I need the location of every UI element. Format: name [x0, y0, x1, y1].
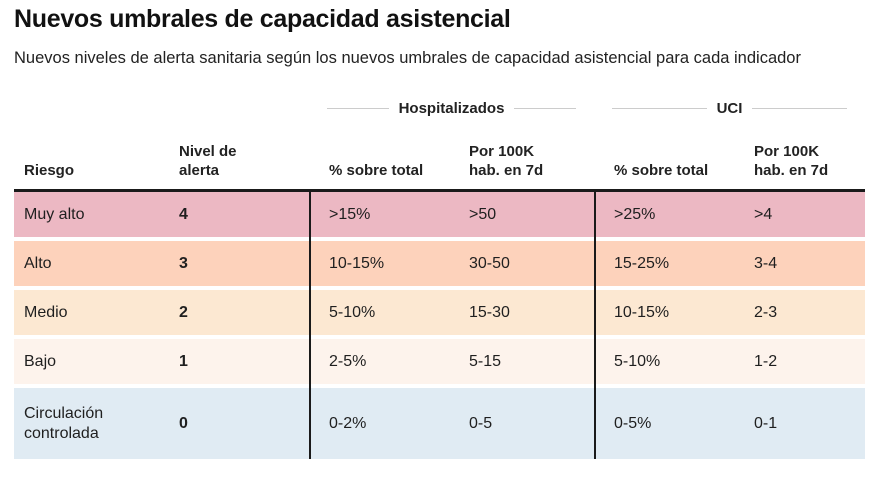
alert-thresholds-table: Hospitalizados UCI Riesgo Nivel de alert… — [14, 98, 865, 460]
cell-uci-100k: 2-3 — [754, 304, 778, 322]
group-rule-left — [612, 108, 707, 110]
cell-hosp-pct: 2-5% — [329, 353, 367, 371]
table-row-bajo: Bajo 1 2-5% 5-15 5-10% 1-2 — [14, 339, 865, 385]
group-rule-right — [514, 108, 577, 110]
group-header-uci: UCI — [594, 98, 865, 119]
group-header-hospitalizados: Hospitalizados — [309, 98, 594, 119]
cell-riesgo: Bajo — [24, 353, 57, 371]
column-header-row: Riesgo Nivel de alerta % sobre total Por… — [14, 132, 865, 189]
cell-hosp-pct: 0-2% — [329, 415, 367, 433]
group-label-uci: UCI — [716, 100, 743, 118]
cell-hosp-pct: 5-10% — [329, 304, 376, 322]
table-row-medio: Medio 2 5-10% 15-30 10-15% 2-3 — [14, 290, 865, 336]
group-label-hospitalizados: Hospitalizados — [398, 100, 505, 118]
cell-uci-pct: 0-5% — [614, 415, 652, 433]
cell-riesgo: Muy alto — [24, 206, 85, 224]
table-row-circulacion-controlada: Circulación controlada 0 0-2% 0-5 0-5% 0… — [14, 388, 865, 460]
table-row-alto: Alto 3 10-15% 30-50 15-25% 3-4 — [14, 241, 865, 287]
cell-hosp-100k: >50 — [469, 206, 497, 224]
group-rule-right — [752, 108, 847, 110]
cell-uci-pct: >25% — [614, 206, 656, 224]
cell-uci-pct: 10-15% — [614, 304, 670, 322]
cell-hosp-100k: 5-15 — [469, 353, 502, 371]
cell-riesgo: Medio — [24, 304, 68, 322]
cell-hosp-pct: 10-15% — [329, 255, 385, 273]
column-header-nivel-de-alerta: Nivel de alerta — [179, 142, 237, 179]
group-header-row: Hospitalizados UCI — [14, 98, 865, 119]
cell-uci-pct: 15-25% — [614, 255, 670, 273]
column-header-hosp-por-100k: Por 100K hab. en 7d — [469, 142, 544, 179]
cell-hosp-100k: 15-30 — [469, 304, 510, 322]
column-header-uci-pct-sobre-total: % sobre total — [614, 161, 709, 179]
column-divider-uci — [594, 192, 596, 460]
column-divider-hospitalizados — [309, 192, 311, 460]
cell-riesgo: Circulación controlada — [24, 405, 104, 442]
cell-uci-pct: 5-10% — [614, 353, 661, 371]
cell-hosp-100k: 30-50 — [469, 255, 510, 273]
cell-nivel-alerta: 2 — [179, 304, 188, 322]
cell-uci-100k: >4 — [754, 206, 773, 224]
group-rule-left — [327, 108, 389, 110]
column-header-hosp-pct-sobre-total: % sobre total — [329, 161, 424, 179]
cell-nivel-alerta: 3 — [179, 255, 188, 273]
cell-hosp-pct: >15% — [329, 206, 371, 224]
cell-uci-100k: 3-4 — [754, 255, 778, 273]
page-title: Nuevos umbrales de capacidad asistencial — [14, 5, 511, 33]
cell-nivel-alerta: 0 — [179, 415, 188, 433]
table-row-muy-alto: Muy alto 4 >15% >50 >25% >4 — [14, 192, 865, 238]
column-header-riesgo: Riesgo — [24, 161, 75, 179]
cell-hosp-100k: 0-5 — [469, 415, 493, 433]
column-header-uci-por-100k: Por 100K hab. en 7d — [754, 142, 829, 179]
table-body: Muy alto 4 >15% >50 >25% >4 Alto 3 10-15… — [14, 189, 865, 460]
cell-riesgo: Alto — [24, 255, 52, 273]
cell-nivel-alerta: 1 — [179, 353, 188, 371]
cell-nivel-alerta: 4 — [179, 206, 188, 224]
cell-uci-100k: 0-1 — [754, 415, 778, 433]
cell-uci-100k: 1-2 — [754, 353, 778, 371]
figure: Nuevos umbrales de capacidad asistencial… — [14, 5, 865, 460]
page-subtitle: Nuevos niveles de alerta sanitaria según… — [14, 49, 801, 67]
